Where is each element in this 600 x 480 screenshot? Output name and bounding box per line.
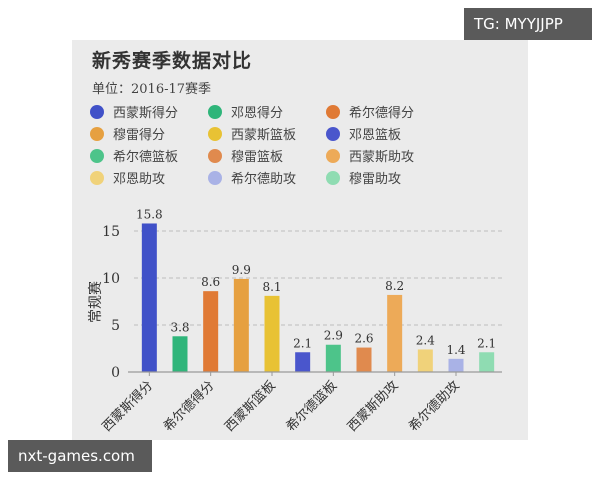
legend-dot-icon [90, 148, 104, 163]
bar [325, 344, 341, 372]
y-tick-label: 10 [102, 271, 120, 287]
bar [387, 294, 403, 372]
legend-label: 希尔德得分 [349, 106, 415, 121]
legend-item: 希尔德得分 [326, 102, 414, 121]
bar [233, 278, 249, 372]
bar-value-label: 8.1 [262, 280, 281, 294]
legend-dot-icon [326, 126, 340, 141]
legend-label: 穆雷助攻 [349, 172, 402, 187]
legend-label: 穆雷篮板 [231, 150, 284, 165]
legend-dot-icon [208, 126, 222, 141]
bar-value-label: 9.9 [232, 263, 251, 277]
legend-dot-icon [326, 170, 340, 185]
x-tick-label: 希尔德篮板 [284, 378, 341, 435]
bar-value-label: 1.4 [446, 343, 465, 357]
y-axis-label: 常规赛 [88, 281, 104, 323]
legend-dot-icon [208, 148, 222, 163]
watermark-site: nxt-games.com [8, 440, 152, 472]
legend-label: 穆雷得分 [113, 128, 166, 143]
x-tick-label: 希尔德得分 [160, 378, 217, 435]
x-tick-label: 希尔德助攻 [406, 378, 463, 435]
watermark-tg: TG: MYYJJPP [464, 8, 592, 40]
chart-subtitle: 单位：2016-17赛季 [92, 82, 212, 97]
legend-item: 西蒙斯篮板 [208, 124, 296, 143]
bar-value-label: 8.2 [385, 279, 404, 293]
legend-item: 希尔德篮板 [90, 146, 178, 165]
legend-label: 邓恩得分 [231, 106, 284, 121]
bar-chart: 0 5 10 15 常规赛 15.8 西蒙斯得分 3.8 8.6 希尔德得分 9.9 8.1 西蒙斯篮板… [88, 207, 502, 435]
legend-item: 邓恩得分 [208, 102, 283, 121]
bar-value-label: 3.8 [170, 320, 189, 334]
chart-title: 新秀赛季数据对比 [92, 50, 253, 72]
legend-item: 邓恩篮板 [326, 124, 401, 143]
legend-label: 西蒙斯篮板 [231, 128, 297, 143]
bar [295, 352, 311, 372]
bar [479, 352, 495, 372]
bar-value-label: 2.4 [416, 333, 435, 347]
bar [203, 291, 219, 372]
legend-dot-icon [90, 104, 104, 119]
legend-label: 邓恩助攻 [113, 172, 166, 187]
x-tick-label: 西蒙斯篮板 [222, 378, 279, 435]
legend-dot-icon [208, 170, 222, 185]
bar [141, 223, 157, 372]
legend-dot-icon [326, 148, 340, 163]
x-tick-label: 西蒙斯助攻 [345, 378, 402, 435]
legend-item: 西蒙斯得分 [90, 102, 178, 121]
legend-item: 西蒙斯助攻 [326, 146, 414, 165]
chart-panel: 新秀赛季数据对比 单位：2016-17赛季 西蒙斯得分 邓恩得分 希尔德得分 穆雷得分… [72, 40, 528, 440]
bar-value-label: 2.1 [477, 336, 496, 350]
legend-item: 希尔德助攻 [208, 168, 296, 187]
y-tick-label: 15 [102, 224, 120, 240]
legend-label: 希尔德篮板 [113, 150, 179, 165]
bar [417, 349, 433, 372]
bar [264, 295, 280, 372]
legend-label: 希尔德助攻 [231, 172, 297, 187]
legend-item: 穆雷得分 [90, 124, 165, 143]
legend-item: 穆雷助攻 [326, 168, 401, 187]
bar-value-label: 15.8 [136, 207, 163, 221]
y-tick-label: 5 [111, 318, 120, 334]
y-tick-label: 0 [111, 365, 120, 381]
legend-label: 西蒙斯助攻 [349, 150, 415, 165]
legend-item: 穆雷篮板 [208, 146, 283, 165]
bar-value-label: 8.6 [201, 275, 220, 289]
bar [356, 347, 372, 372]
legend-dot-icon [326, 104, 340, 119]
legend-dot-icon [90, 126, 104, 141]
x-tick-label: 西蒙斯得分 [99, 378, 156, 435]
legend-label: 西蒙斯得分 [113, 106, 179, 121]
legend-dot-icon [90, 170, 104, 185]
bar-value-label: 2.1 [293, 336, 312, 350]
bar-value-label: 2.9 [324, 329, 343, 343]
bar-value-label: 2.6 [354, 332, 373, 346]
legend-label: 邓恩篮板 [349, 128, 402, 143]
bar [448, 358, 464, 372]
bar [172, 336, 188, 372]
legend-dot-icon [208, 104, 222, 119]
legend-item: 邓恩助攻 [90, 168, 165, 187]
